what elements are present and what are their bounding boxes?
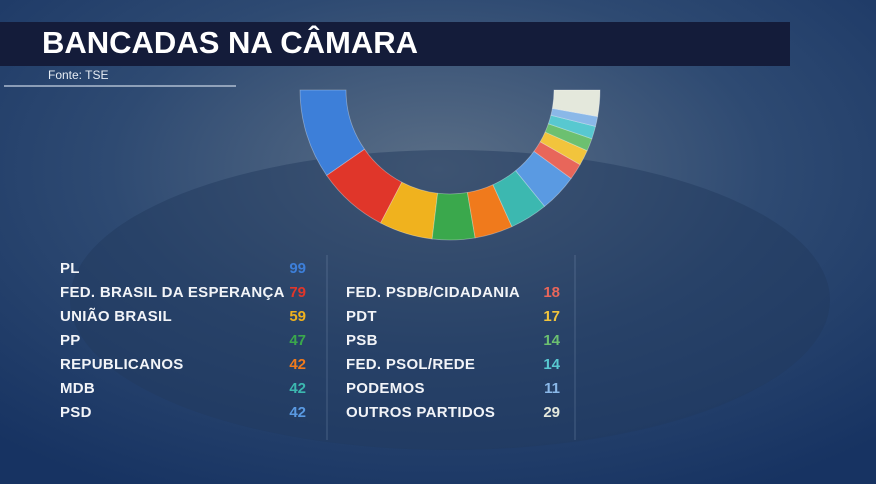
arc-segment — [492, 170, 546, 228]
legend-label: PDT — [346, 308, 377, 325]
legend-value: 99 — [289, 260, 306, 277]
legend-label: PL — [60, 260, 80, 277]
source: Fonte: TSE — [48, 68, 108, 82]
legend-label: MDB — [60, 380, 95, 397]
arc-segment — [547, 114, 597, 140]
legend-value: 29 — [543, 404, 560, 421]
arc-segment — [533, 141, 581, 180]
legend-label: FED. PSOL/REDE — [346, 356, 475, 373]
arc-segment — [551, 89, 601, 117]
legend-value: 47 — [289, 332, 306, 349]
legend-value: 59 — [289, 308, 306, 325]
legend-value: 42 — [289, 356, 306, 373]
legend-label: PODEMOS — [346, 380, 425, 397]
legend-label: OUTROS PARTIDOS — [346, 404, 495, 421]
legend-value: 17 — [543, 308, 560, 325]
legend-value: 42 — [289, 404, 306, 421]
legend-label: FED. BRASIL DA ESPERANÇA — [60, 284, 285, 301]
legend-label: PSD — [60, 404, 92, 421]
arc-segment — [431, 192, 476, 241]
legend-label: PSB — [346, 332, 378, 349]
legend-label: PP — [60, 332, 81, 349]
legend-label: UNIÃO BRASIL — [60, 307, 172, 325]
legend-label: REPUBLICANOS — [60, 356, 184, 373]
arc-segment — [380, 181, 439, 240]
chart-title: BANCADAS NA CÂMARA — [42, 24, 418, 60]
legend-value: 14 — [543, 332, 560, 349]
arc-segment — [539, 131, 588, 166]
legend-value: 14 — [543, 356, 560, 373]
legend-label: FED. PSDB/CIDADANIA — [346, 284, 520, 301]
arc — [299, 89, 601, 241]
legend-value: 79 — [289, 284, 306, 301]
arc-segment — [515, 150, 572, 207]
legend-value: 18 — [543, 284, 560, 301]
arc-segment — [326, 148, 403, 224]
legend-value: 42 — [289, 380, 306, 397]
plenary-shade — [70, 150, 830, 450]
legend-value: 11 — [544, 380, 560, 397]
title-bar — [0, 22, 790, 66]
arc-segment — [550, 107, 599, 127]
arc-segment — [544, 123, 593, 152]
arc-segment — [299, 89, 366, 177]
